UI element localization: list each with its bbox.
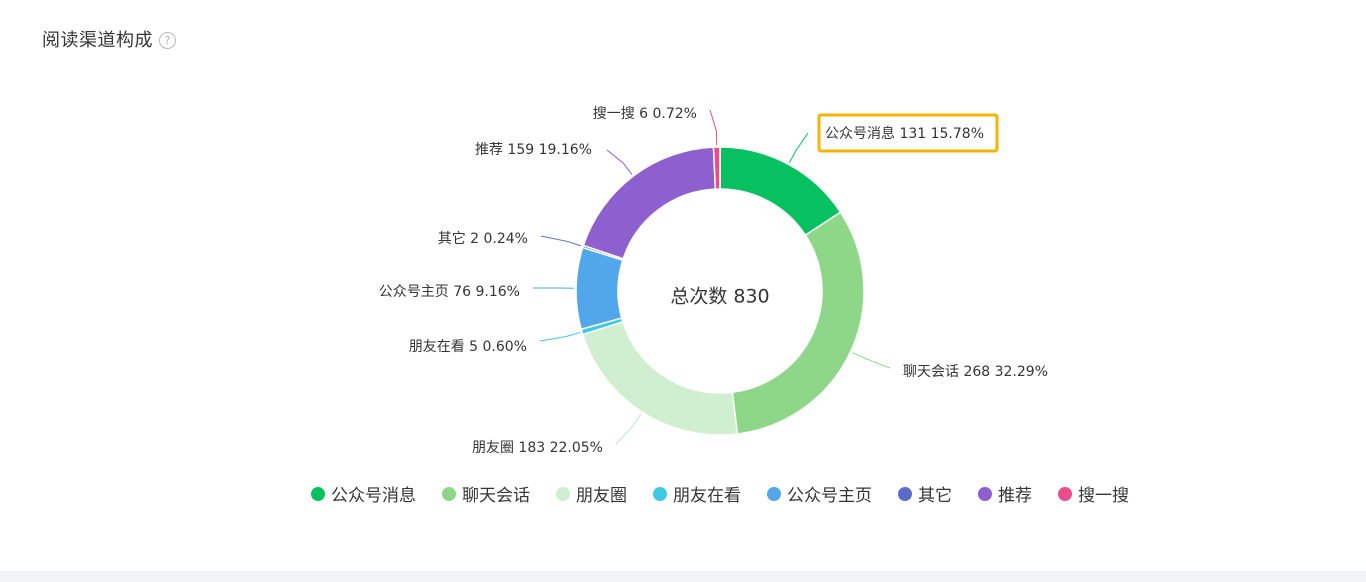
chart-header: 阅读渠道构成 ?	[42, 26, 176, 52]
legend-item[interactable]: 聊天会话	[442, 481, 530, 506]
legend-item[interactable]: 其它	[898, 481, 952, 506]
label-leader-line	[709, 109, 718, 146]
legend-dot-icon	[653, 486, 667, 501]
slice-label: 公众号主页 76 9.16%	[379, 284, 520, 300]
legend-item[interactable]: 搜一搜	[1058, 481, 1129, 506]
donut-slice[interactable]	[581, 320, 739, 436]
legend-label: 搜一搜	[1078, 486, 1129, 506]
slice-label: 朋友在看 5 0.60%	[409, 339, 527, 355]
slice-label: 推荐 159 19.16%	[475, 142, 592, 158]
slice-label: 朋友圈 183 22.05%	[472, 440, 603, 456]
label-leader-line	[606, 149, 633, 175]
label-leader-line	[789, 132, 809, 163]
legend-item[interactable]: 公众号主页	[767, 481, 872, 506]
label-leader-line	[615, 413, 642, 445]
legend-dot-icon	[311, 486, 325, 501]
donut-slice[interactable]	[575, 246, 624, 331]
slice-label: 聊天会话 268 32.29%	[903, 364, 1048, 380]
legend-item[interactable]: 推荐	[978, 481, 1032, 506]
legend-dot-icon	[898, 486, 912, 501]
legend-label: 公众号消息	[331, 486, 416, 506]
bottom-divider	[0, 571, 1366, 582]
legend-dot-icon	[556, 486, 570, 501]
donut-slice[interactable]	[719, 146, 842, 237]
legend-label: 聊天会话	[462, 486, 530, 506]
chart-legend: 公众号消息 聊天会话 朋友圈 朋友在看 公众号主页 其它 推荐 搜一搜	[0, 481, 1366, 506]
donut-slice[interactable]	[582, 146, 717, 260]
slice-label: 公众号消息 131 15.78%	[825, 125, 984, 142]
legend-dot-icon	[978, 486, 992, 501]
legend-dot-icon	[1058, 486, 1072, 501]
legend-item[interactable]: 朋友在看	[653, 481, 741, 506]
legend-dot-icon	[442, 486, 456, 501]
donut-slice[interactable]	[731, 211, 865, 435]
legend-label: 朋友圈	[576, 486, 627, 506]
legend-label: 公众号主页	[787, 486, 872, 506]
label-leader-line	[540, 235, 582, 247]
slice-label: 其它 2 0.24%	[438, 230, 528, 247]
legend-item[interactable]: 朋友圈	[556, 481, 627, 506]
legend-item[interactable]: 公众号消息	[311, 481, 416, 506]
help-circle-icon[interactable]: ?	[159, 31, 176, 49]
legend-label: 朋友在看	[673, 486, 741, 506]
chart-title: 阅读渠道构成	[42, 30, 153, 51]
label-leader-line	[539, 331, 581, 342]
center-total-label: 总次数 830	[670, 286, 769, 308]
legend-dot-icon	[767, 486, 781, 501]
slice-label: 搜一搜 6 0.72%	[593, 106, 697, 122]
legend-label: 其它	[918, 486, 952, 506]
legend-label: 推荐	[998, 486, 1032, 506]
highlight-box	[817, 113, 999, 153]
label-leader-line	[852, 352, 891, 369]
donut-slice[interactable]	[712, 146, 721, 190]
